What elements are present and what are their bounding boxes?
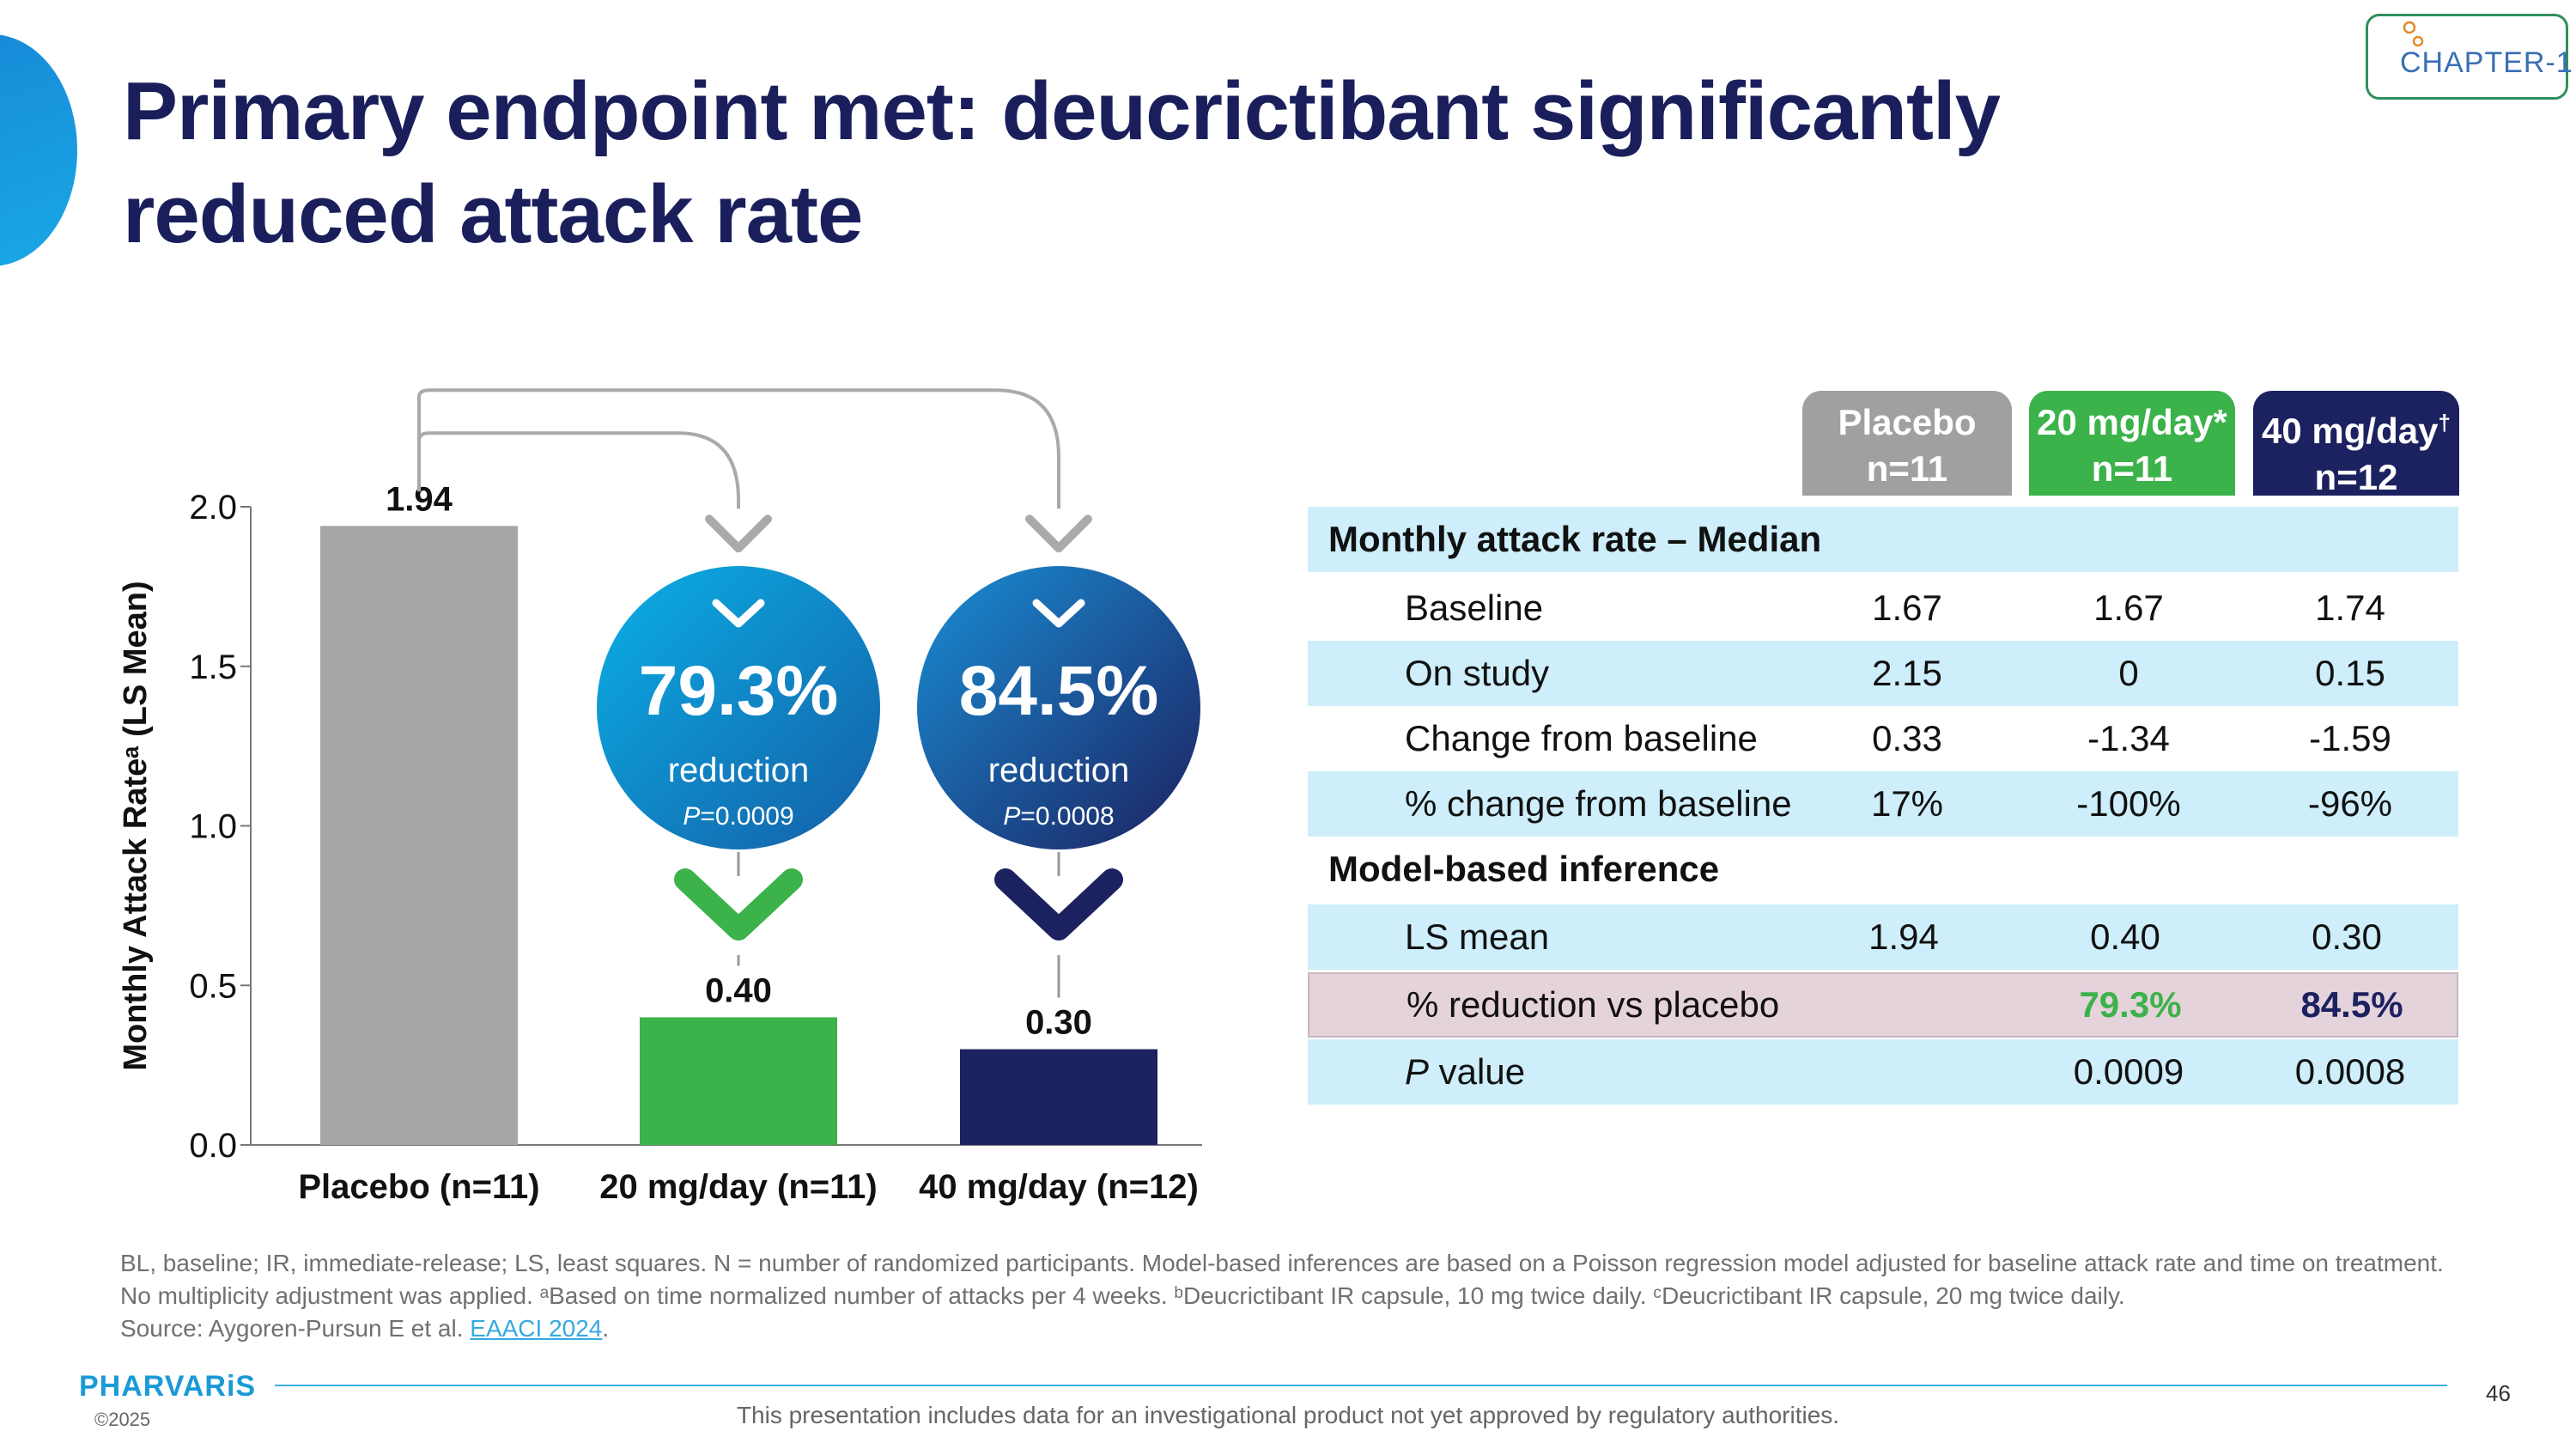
reduction-text: reduction (668, 752, 810, 789)
arrowhead-icon (1025, 514, 1092, 553)
y-tick-label: 0.0 (189, 1127, 237, 1165)
section-label: Monthly attack rate – Median (1328, 519, 1822, 559)
reduction-text: reduction (988, 752, 1130, 789)
cell-40mg: -96% (2307, 783, 2393, 824)
cell-placebo: 0.33 (1872, 718, 1942, 758)
table-header-placebo: Placebo n=11 (1802, 391, 2012, 496)
footnotes: BL, baseline; IR, immediate-release; LS,… (120, 1247, 2490, 1345)
cell-40mg: -1.59 (2309, 718, 2391, 758)
cell-20mg: 0.40 (2090, 916, 2160, 957)
cell-40mg: 1.74 (2315, 588, 2385, 628)
table-row: P value 0.0009 0.0008 (1308, 1039, 2458, 1105)
footnote-source: Source: Aygoren-Pursun E et al. EAACI 20… (120, 1315, 610, 1342)
header-label: 20 mg/day* (2037, 402, 2227, 442)
cell-40mg: 0.15 (2315, 653, 2385, 693)
bar-0 (320, 526, 518, 1145)
footnote-line-2: No multiplicity adjustment was applied. … (120, 1282, 2125, 1309)
row-label: On study (1405, 653, 1550, 693)
reduction-pvalue: P=0.0009 (683, 802, 793, 831)
chevron-down-icon (712, 599, 765, 628)
chevron-down-icon (1032, 599, 1085, 628)
y-tick-label: 0.5 (189, 967, 237, 1005)
chapter1-logo (2366, 14, 2568, 100)
x-tick-label: 40 mg/day (n=12) (919, 1168, 1199, 1206)
cell-20mg: 0.0009 (2073, 1051, 2184, 1092)
bar-2 (960, 1049, 1157, 1145)
footnote-line-1: BL, baseline; IR, immediate-release; LS,… (120, 1250, 2444, 1276)
cell-placebo: 1.94 (1868, 916, 1939, 957)
cell-40mg: 0.30 (2312, 916, 2382, 957)
table-header-40mg: 40 mg/day† n=12 (2253, 391, 2459, 497)
header-n: n=11 (1866, 448, 1948, 489)
bar-value-label: 0.30 (1025, 1004, 1092, 1042)
table-row: On study 2.15 0 0.15 (1308, 641, 2458, 706)
y-tick-label: 1.5 (189, 648, 237, 686)
reduction-circle (597, 566, 880, 850)
table-row: Baseline 1.67 1.67 1.74 (1308, 575, 2458, 641)
cell-20mg: 79.3% (2079, 984, 2182, 1025)
reduction-pvalue: P=0.0008 (1003, 802, 1114, 831)
row-label: Baseline (1405, 588, 1544, 628)
footer-divider (275, 1385, 2447, 1386)
y-tick-label: 2.0 (189, 489, 237, 527)
y-tick-label: 1.0 (189, 808, 237, 846)
table-row: Change from baseline 0.33 -1.34 -1.59 (1308, 706, 2458, 771)
table-header-20mg: 20 mg/day* n=11 (2029, 391, 2235, 496)
dagger-sup: † (2438, 410, 2451, 435)
row-label: LS mean (1405, 916, 1550, 957)
y-axis-label: Monthly Attack Rateᵃ (LS Mean) (118, 581, 154, 1070)
chevron-down-icon (994, 868, 1123, 941)
page-number: 46 (2486, 1380, 2511, 1406)
header-n: n=12 (2314, 457, 2398, 497)
page-title: Primary endpoint met: deucrictibant sign… (123, 65, 2001, 260)
reduction-circle (917, 566, 1200, 850)
connector-arrow-40mg (417, 388, 1060, 509)
x-tick-label: 20 mg/day (n=11) (599, 1168, 877, 1206)
copyright: ©2025 (94, 1409, 151, 1430)
row-label: P value (1405, 1051, 1526, 1092)
reduction-percent: 79.3% (639, 652, 839, 730)
x-tick-label: Placebo (n=11) (298, 1168, 539, 1206)
reduction-percent: 84.5% (959, 652, 1159, 730)
table-row-reduction: % reduction vs placebo 79.3% 84.5% (1308, 972, 2458, 1038)
cell-20mg: 1.67 (2093, 588, 2164, 628)
brand-logo: PHARVARiS (79, 1370, 257, 1403)
row-label: % reduction vs placebo (1406, 984, 1780, 1025)
cell-40mg: 0.0008 (2294, 1051, 2406, 1092)
table-row: % change from baseline 17% -100% -96% (1308, 771, 2458, 837)
header-label: Placebo (1838, 402, 1977, 442)
bar-value-label: 0.40 (705, 971, 772, 1009)
section-label: Model-based inference (1328, 849, 1720, 889)
disclaimer: This presentation includes data for an i… (736, 1402, 1840, 1428)
row-label: % change from baseline (1405, 783, 1792, 824)
source-link[interactable]: EAACI 2024 (470, 1315, 603, 1342)
cell-placebo: 17% (1870, 783, 1944, 824)
connector-arrow-20mg (417, 431, 740, 509)
corner-decoration (0, 34, 77, 266)
arrowhead-icon (705, 514, 772, 553)
logo-bubbles-icon (2403, 21, 2424, 47)
header-label: 40 mg/day† (2262, 410, 2451, 451)
table-section-median: Monthly attack rate – Median (1308, 507, 2458, 572)
cell-20mg: -1.34 (2087, 718, 2170, 758)
cell-20mg: 0 (2118, 653, 2139, 693)
table-row: LS mean 1.94 0.40 0.30 (1308, 904, 2458, 970)
cell-placebo: 1.67 (1872, 588, 1942, 628)
header-n: n=11 (2091, 448, 2173, 489)
cell-20mg: -100% (2076, 783, 2181, 824)
row-label: Change from baseline (1405, 718, 1758, 758)
logo-text: CHAPTER-1 (2400, 46, 2573, 79)
bar-chart: 0.0 0.5 1.0 1.5 2.0 Monthly Attack Rateᵃ (LS … (118, 388, 1202, 1206)
table-section-model: Model-based inference (1308, 837, 2458, 902)
chevron-down-icon (674, 868, 803, 941)
cell-placebo: 2.15 (1872, 653, 1942, 693)
cell-40mg: 84.5% (2300, 984, 2403, 1025)
bar-1 (640, 1017, 837, 1145)
